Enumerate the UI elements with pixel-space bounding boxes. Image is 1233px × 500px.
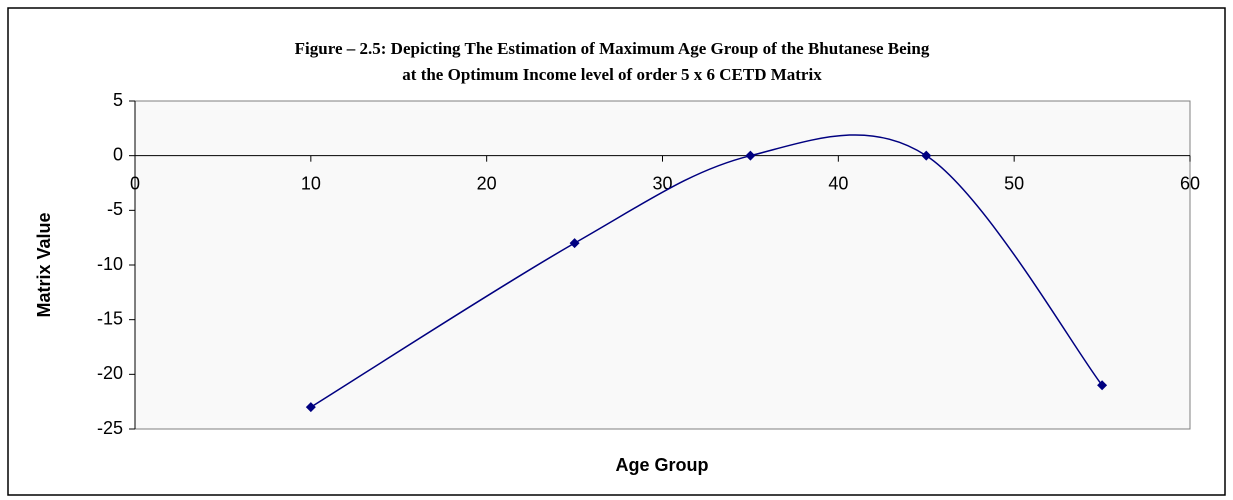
chart-title: at the Optimum Income level of order 5 x… (402, 65, 822, 84)
data-point (1097, 380, 1108, 391)
x-tick-label: 0 (130, 173, 140, 193)
y-axis-title: Matrix Value (34, 212, 54, 317)
x-tick-label: 30 (652, 173, 672, 193)
x-tick-label: 60 (1180, 173, 1200, 193)
data-point (569, 238, 580, 249)
y-tick-label: -20 (97, 363, 123, 383)
y-tick-label: 5 (113, 90, 123, 110)
x-tick-label: 50 (1004, 173, 1024, 193)
data-point (305, 402, 316, 413)
chart-title: Figure – 2.5: Depicting The Estimation o… (295, 39, 930, 58)
x-tick-label: 10 (301, 173, 321, 193)
data-point (745, 150, 756, 161)
x-tick-label: 40 (828, 173, 848, 193)
x-axis-title: Age Group (616, 455, 709, 475)
y-tick-label: -15 (97, 308, 123, 328)
y-tick-label: 0 (113, 144, 123, 164)
y-tick-label: -25 (97, 418, 123, 438)
data-point (921, 150, 932, 161)
plot-area (134, 100, 1191, 430)
y-tick-label: -5 (107, 199, 123, 219)
y-tick-label: -10 (97, 254, 123, 274)
x-tick-label: 20 (477, 173, 497, 193)
